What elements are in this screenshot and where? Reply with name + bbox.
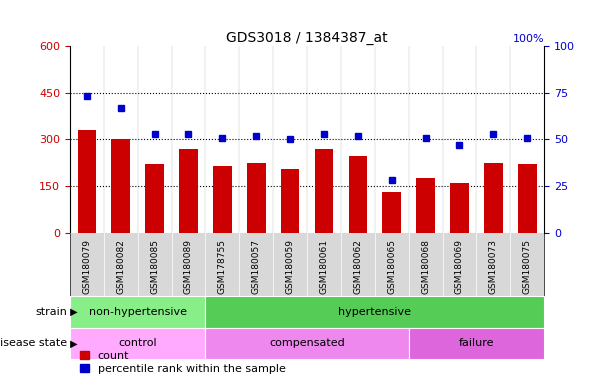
Bar xyxy=(281,169,299,233)
Text: GSM180057: GSM180057 xyxy=(252,239,261,294)
Bar xyxy=(315,149,333,233)
Text: hypertensive: hypertensive xyxy=(338,307,411,317)
Text: GSM180079: GSM180079 xyxy=(82,239,91,294)
Bar xyxy=(179,149,198,233)
Text: GSM180085: GSM180085 xyxy=(150,239,159,294)
Bar xyxy=(206,296,544,328)
Text: GSM180069: GSM180069 xyxy=(455,239,464,294)
Bar xyxy=(518,164,536,233)
Text: GSM180065: GSM180065 xyxy=(387,239,396,294)
Text: ▶: ▶ xyxy=(67,338,77,348)
Bar xyxy=(70,328,206,359)
Text: GSM180075: GSM180075 xyxy=(523,239,532,294)
Text: ▶: ▶ xyxy=(67,307,77,317)
Text: GSM180089: GSM180089 xyxy=(184,239,193,294)
Text: GSM180082: GSM180082 xyxy=(116,239,125,294)
Text: GSM180073: GSM180073 xyxy=(489,239,498,294)
Text: GSM178755: GSM178755 xyxy=(218,239,227,294)
Bar xyxy=(213,166,232,233)
Bar xyxy=(348,157,367,233)
Bar xyxy=(484,163,503,233)
Text: GSM180061: GSM180061 xyxy=(319,239,328,294)
Bar xyxy=(78,130,96,233)
Bar xyxy=(409,328,544,359)
Text: disease state: disease state xyxy=(0,338,67,348)
Text: non-hypertensive: non-hypertensive xyxy=(89,307,187,317)
Bar xyxy=(382,192,401,233)
Legend: count, percentile rank within the sample: count, percentile rank within the sample xyxy=(75,346,290,379)
Text: GSM180062: GSM180062 xyxy=(353,239,362,294)
Text: compensated: compensated xyxy=(269,338,345,348)
Bar xyxy=(70,296,206,328)
Text: 100%: 100% xyxy=(513,34,544,44)
Text: failure: failure xyxy=(458,338,494,348)
Text: control: control xyxy=(119,338,157,348)
Bar xyxy=(206,328,409,359)
Text: strain: strain xyxy=(35,307,67,317)
Bar xyxy=(247,163,266,233)
Bar xyxy=(450,183,469,233)
Title: GDS3018 / 1384387_at: GDS3018 / 1384387_at xyxy=(226,31,388,45)
Text: GSM180059: GSM180059 xyxy=(286,239,295,294)
Bar xyxy=(145,164,164,233)
Text: GSM180068: GSM180068 xyxy=(421,239,430,294)
Bar xyxy=(416,178,435,233)
Bar xyxy=(111,139,130,233)
